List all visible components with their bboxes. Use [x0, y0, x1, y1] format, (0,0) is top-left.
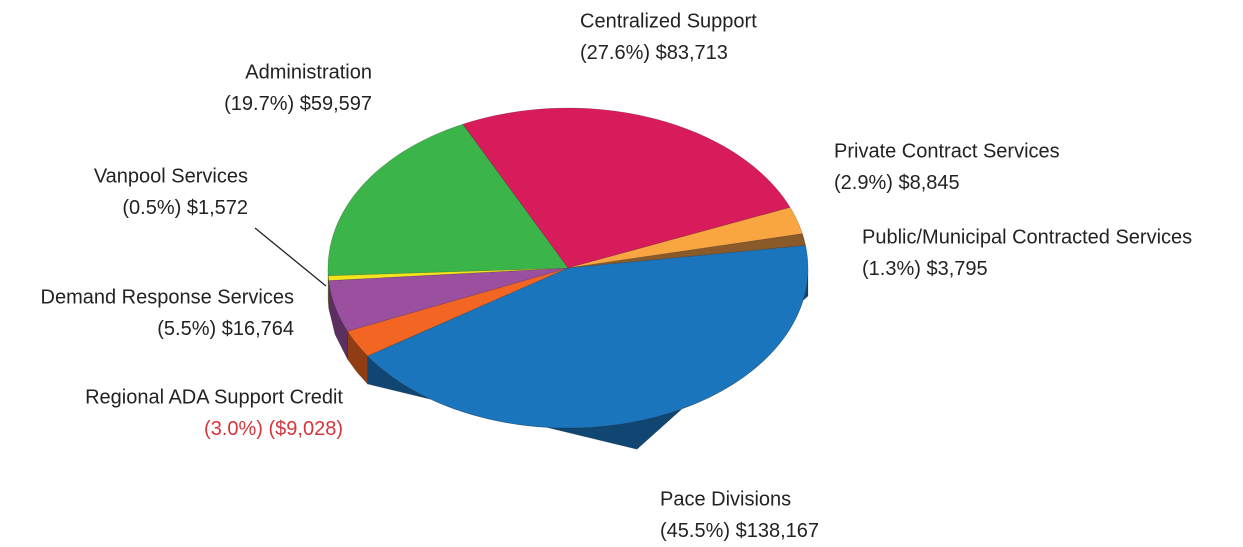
slice-label: Administration	[245, 61, 372, 83]
slice-label: Demand Response Services	[41, 286, 294, 308]
value-label: $3,795	[926, 258, 987, 280]
slice-value-label: (5.5%) $16,764	[157, 318, 294, 340]
slice	[567, 207, 803, 269]
slice	[328, 267, 569, 332]
percent-label: (2.9%)	[834, 172, 893, 194]
value-label: $138,167	[736, 520, 819, 542]
percent-label: (19.7%)	[224, 93, 294, 115]
slice-label: Public/Municipal Contracted Services	[862, 226, 1192, 248]
slice	[347, 267, 569, 357]
percent-label: (27.6%)	[580, 42, 650, 64]
percent-label: (5.5%)	[157, 318, 216, 340]
slice-label: Private Contract Services	[834, 140, 1060, 162]
slice-value-label: (2.9%) $8,845	[834, 172, 960, 194]
slice	[567, 233, 806, 269]
slice-value-label: (19.7%) $59,597	[224, 93, 372, 115]
slice	[462, 107, 791, 269]
value-label: $16,764	[222, 318, 294, 340]
value-label: $1,572	[187, 197, 248, 219]
slice-value-label: (0.5%) $1,572	[122, 197, 248, 219]
slice-label: Pace Divisions	[660, 488, 791, 510]
leader-line	[254, 227, 327, 287]
value-label: $8,845	[898, 172, 959, 194]
percent-label: (1.3%)	[862, 258, 921, 280]
value-label: $59,597	[300, 93, 372, 115]
slice-value-label: (3.0%) ($9,028)	[204, 418, 343, 440]
slice-value-label: (27.6%) $83,713	[580, 42, 728, 64]
slice	[327, 123, 569, 276]
slice-value-label: (45.5%) $138,167	[660, 520, 819, 542]
percent-label: (0.5%)	[122, 197, 181, 219]
slice	[367, 245, 809, 429]
slice-label: Centralized Support	[580, 10, 757, 32]
value-label: ($9,028)	[269, 418, 344, 440]
value-label: $83,713	[656, 42, 728, 64]
percent-label: (45.5%)	[660, 520, 730, 542]
slice-label: Regional ADA Support Credit	[85, 386, 343, 408]
slice-value-label: (1.3%) $3,795	[862, 258, 988, 280]
percent-label: (3.0%)	[204, 418, 263, 440]
slice-label: Vanpool Services	[94, 165, 248, 187]
